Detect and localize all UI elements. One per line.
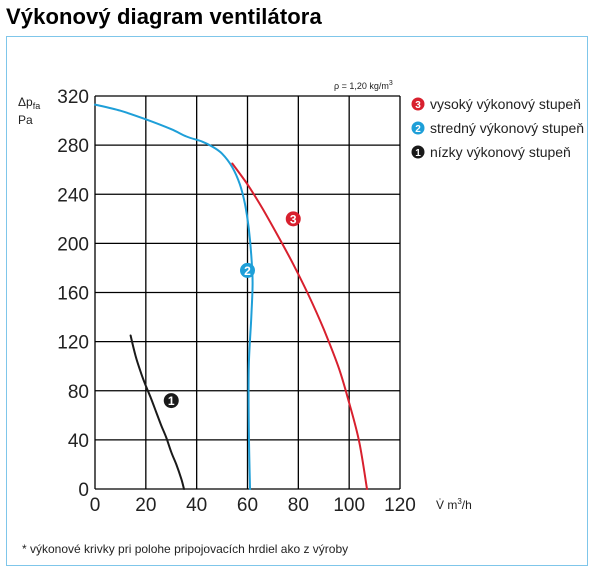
curve-low-speed — [129, 334, 185, 490]
curve-badge-3-number: 3 — [290, 212, 297, 226]
y-tick-label: 0 — [78, 480, 89, 501]
curve-badge-2-circle — [240, 262, 255, 278]
y-tick-label: 120 — [57, 333, 89, 354]
y-tick-label: 240 — [57, 185, 89, 206]
legend-label: nízky výkonový stupeň — [430, 144, 571, 160]
y-tick-label: 80 — [68, 382, 89, 403]
legend-badge-3 — [411, 97, 425, 111]
y-tick-label: 320 — [57, 87, 89, 108]
x-tick-label: 100 — [333, 495, 365, 516]
legend-badge-number: 2 — [415, 124, 421, 135]
x-tick-label: 0 — [90, 495, 101, 516]
curve-high-speed — [231, 162, 368, 490]
curve-medium-speed — [94, 103, 254, 490]
legend-badge-1 — [411, 145, 425, 159]
x-tick-label: 60 — [237, 495, 258, 516]
legend-label: vysoký výkonový stupeň — [430, 96, 581, 112]
y-axis-label: Δpfa — [18, 95, 40, 111]
y-tick-label: 280 — [57, 136, 89, 157]
y-axis-label-subscript: fa — [33, 101, 41, 111]
y-tick-label: 40 — [68, 431, 89, 452]
curve-badge-1-circle — [163, 393, 179, 409]
x-tick-label: 40 — [186, 495, 207, 516]
x-tick-label: 20 — [135, 495, 156, 516]
x-axis-label-tail: /h — [462, 498, 472, 512]
chart-frame — [6, 36, 588, 566]
y-tick-label: 160 — [57, 284, 89, 305]
x-axis-label-superscript: 3 — [457, 497, 462, 506]
y-tick-label: 200 — [57, 234, 89, 255]
density-note: ρ = 1,20 kg/m3 — [334, 80, 393, 91]
legend-badge-number: 3 — [415, 100, 421, 111]
legend-badge-2 — [411, 121, 425, 135]
curve-badge-2-number: 2 — [244, 264, 251, 278]
y-axis-unit: Pa — [18, 113, 33, 127]
curve-badge-3-circle — [285, 211, 301, 227]
footnote: * výkonové krivky pri polohe pripojovací… — [22, 542, 348, 556]
x-tick-label: 120 — [384, 495, 416, 516]
legend-badge-number: 1 — [415, 148, 421, 159]
x-tick-label: 80 — [288, 495, 309, 516]
density-note-superscript: 3 — [389, 80, 393, 87]
page-title: Výkonový diagram ventilátora — [6, 4, 322, 29]
x-axis-label: V̇ m3/h — [436, 497, 472, 512]
legend-label: stredný výkonový stupeň — [430, 120, 584, 136]
curve-badge-1-number: 1 — [168, 394, 175, 408]
